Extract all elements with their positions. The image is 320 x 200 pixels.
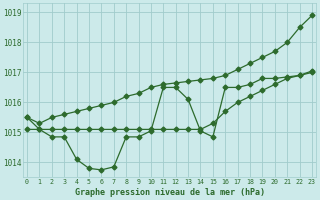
X-axis label: Graphe pression niveau de la mer (hPa): Graphe pression niveau de la mer (hPa) (75, 188, 265, 197)
